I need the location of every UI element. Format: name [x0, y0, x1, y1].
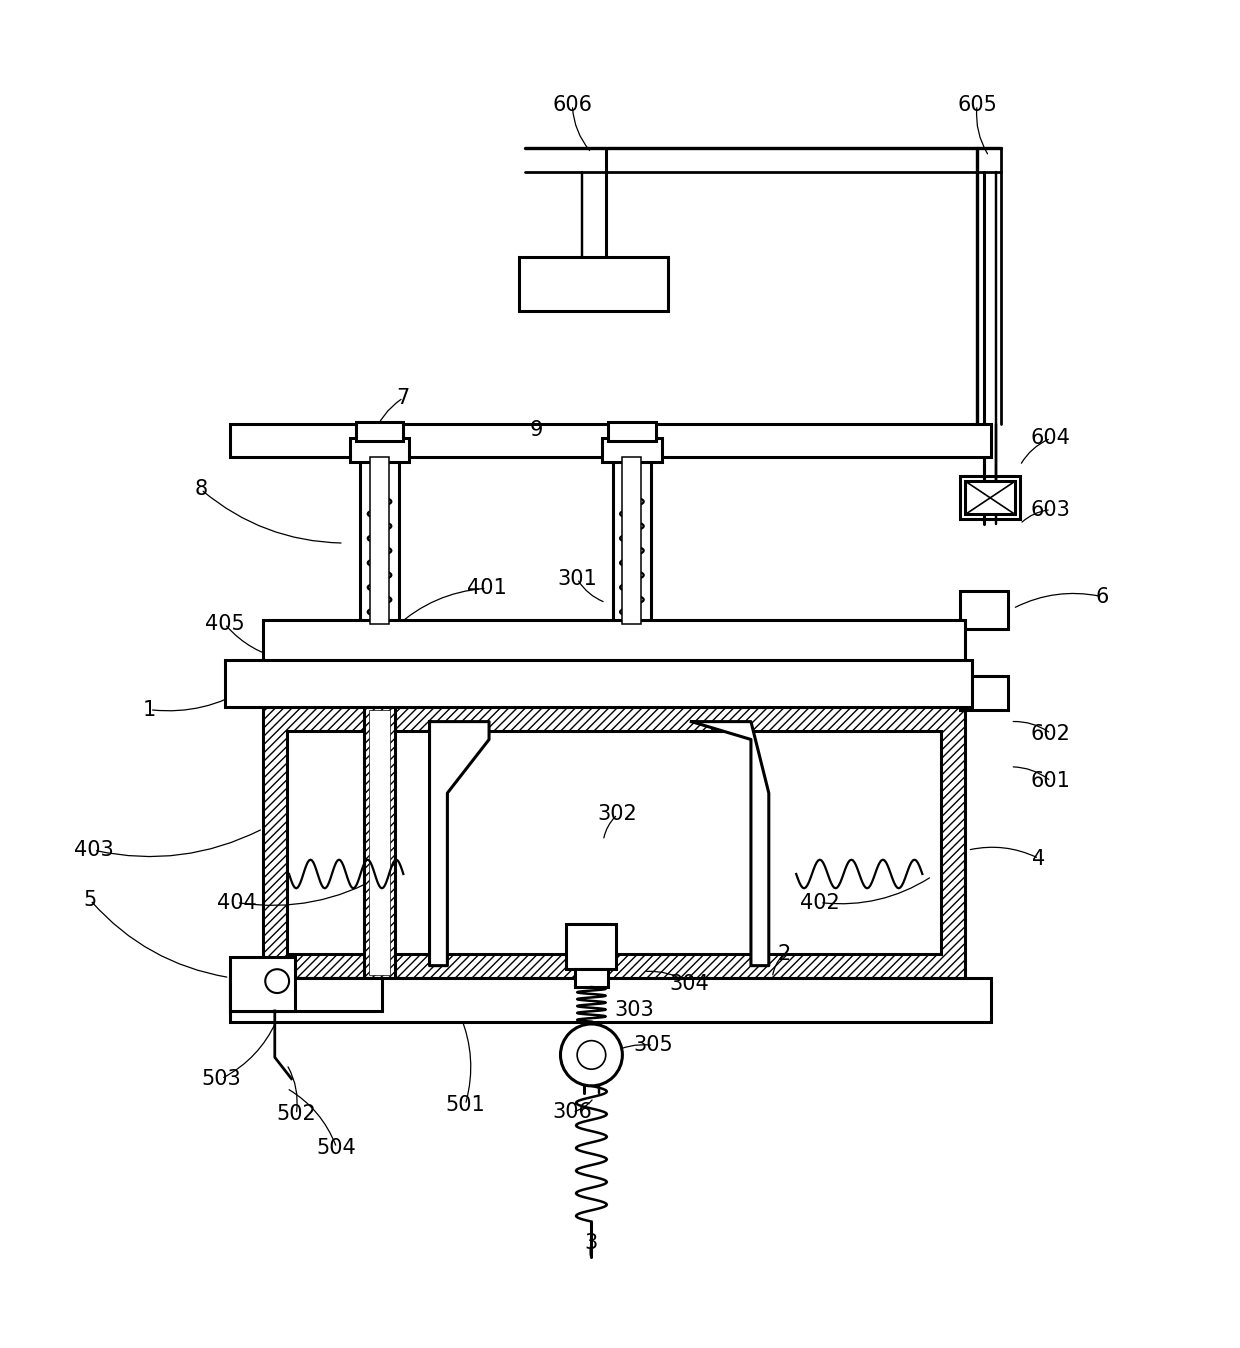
Text: 304: 304 [670, 973, 709, 993]
Text: 6: 6 [1095, 586, 1109, 607]
Text: 302: 302 [598, 805, 637, 825]
Circle shape [560, 1024, 622, 1086]
Bar [229, 977, 382, 1011]
Bar [518, 257, 667, 311]
Bar [229, 425, 992, 457]
Text: 301: 301 [557, 569, 596, 589]
Text: 405: 405 [205, 613, 244, 634]
Text: 303: 303 [614, 1000, 655, 1019]
Text: 306: 306 [553, 1103, 593, 1122]
Bar [263, 708, 965, 977]
Bar [965, 481, 1016, 515]
Text: 403: 403 [74, 840, 114, 860]
Bar [961, 590, 1008, 628]
Text: 402: 402 [800, 892, 839, 913]
Bar [286, 731, 941, 954]
Bar [370, 457, 389, 624]
Bar [350, 438, 409, 462]
Text: 501: 501 [445, 1095, 485, 1115]
Bar [229, 957, 295, 1011]
Polygon shape [692, 721, 769, 965]
Text: 603: 603 [1030, 500, 1071, 520]
Bar [229, 977, 992, 1022]
Text: 601: 601 [1030, 771, 1071, 791]
Bar [368, 709, 391, 975]
Bar [961, 476, 1021, 519]
Bar [608, 422, 656, 441]
Bar [613, 457, 651, 624]
Text: 502: 502 [277, 1104, 316, 1124]
Text: 605: 605 [957, 94, 997, 115]
Bar [575, 969, 608, 987]
Polygon shape [429, 721, 489, 965]
Bar [356, 422, 403, 441]
Bar [361, 457, 398, 624]
Text: 9: 9 [529, 421, 543, 439]
Text: 606: 606 [552, 94, 593, 115]
Text: 602: 602 [1030, 724, 1071, 744]
Text: 401: 401 [466, 578, 507, 599]
Text: 4: 4 [1033, 848, 1045, 868]
Circle shape [577, 1041, 605, 1069]
Text: 503: 503 [201, 1069, 241, 1089]
Bar [961, 677, 1008, 709]
Text: 2: 2 [777, 944, 791, 964]
Bar [224, 659, 972, 708]
Circle shape [265, 969, 289, 993]
Text: 1: 1 [143, 700, 156, 720]
Text: 7: 7 [397, 388, 410, 408]
Text: 504: 504 [316, 1138, 357, 1158]
Text: 305: 305 [634, 1035, 673, 1055]
Bar [263, 620, 965, 669]
Text: 3: 3 [585, 1233, 598, 1254]
Text: 8: 8 [195, 480, 207, 500]
Bar [603, 438, 662, 462]
Bar [365, 708, 396, 977]
Bar [622, 457, 641, 624]
Text: 404: 404 [217, 892, 257, 913]
Text: 604: 604 [1030, 429, 1071, 449]
Bar [567, 923, 616, 969]
Text: 5: 5 [83, 890, 97, 910]
